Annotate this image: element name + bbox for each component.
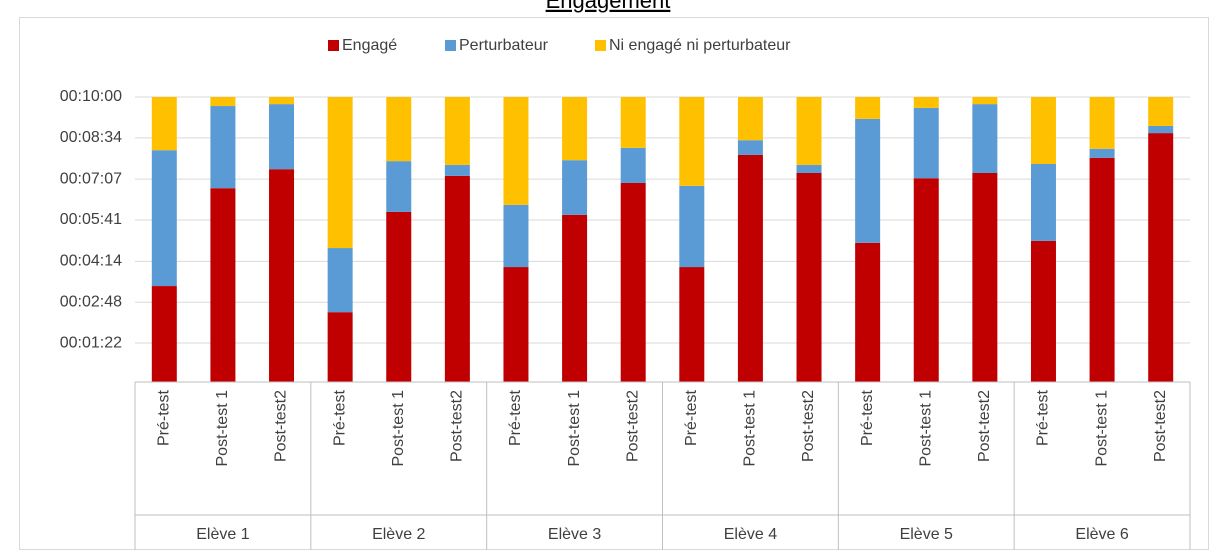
bar-segment bbox=[679, 267, 705, 382]
bar-segment bbox=[562, 214, 588, 382]
bar-segment bbox=[444, 175, 470, 382]
x-tick-label: Pré-test bbox=[683, 389, 700, 446]
bar-segment bbox=[1030, 163, 1056, 241]
bar-segment bbox=[972, 173, 998, 382]
legend-label: Ni engagé ni perturbateur bbox=[609, 37, 791, 54]
bar-segment bbox=[796, 97, 822, 165]
legend-swatch bbox=[445, 40, 456, 51]
y-tick-label: 00:04:14 bbox=[60, 253, 122, 270]
bar-segment bbox=[562, 97, 588, 161]
x-tick-label: Pré-test bbox=[331, 389, 348, 446]
y-tick-label: 00:05:41 bbox=[60, 211, 122, 228]
x-tick-label: Post-test 1 bbox=[917, 390, 934, 467]
bar-segment bbox=[620, 97, 646, 148]
x-tick-label: Pré-test bbox=[156, 389, 173, 446]
group-label: Elève 5 bbox=[900, 526, 953, 543]
bar-segment bbox=[151, 150, 177, 287]
bar-segment bbox=[151, 97, 177, 151]
group-label: Elève 4 bbox=[724, 526, 777, 543]
x-tick-label: Pré-test bbox=[507, 389, 524, 446]
bar-segment bbox=[620, 182, 646, 382]
bar-segment bbox=[503, 97, 529, 205]
bar-segment bbox=[1089, 97, 1115, 149]
x-tick-label: Post-test 1 bbox=[742, 390, 759, 467]
bar-segment bbox=[620, 147, 646, 183]
y-tick-label: 00:10:00 bbox=[60, 88, 122, 105]
bar-segment bbox=[327, 97, 353, 249]
x-tick-label: Post-test 1 bbox=[390, 390, 407, 467]
y-tick-label: 00:07:07 bbox=[60, 170, 122, 187]
bar-segment bbox=[1148, 125, 1174, 134]
bar-segment bbox=[855, 242, 881, 382]
bar-segment bbox=[1148, 97, 1174, 126]
bar-segment bbox=[855, 97, 881, 119]
x-tick-label: Post-test 1 bbox=[214, 390, 231, 467]
y-tick-label: 00:02:48 bbox=[60, 293, 122, 310]
bar-segment bbox=[855, 118, 881, 243]
bar-segment bbox=[1030, 240, 1056, 382]
legend-label: Engagé bbox=[342, 37, 397, 54]
bar-segment bbox=[503, 267, 529, 382]
bar-segment bbox=[503, 204, 529, 268]
bar-segment bbox=[737, 97, 763, 141]
x-tick-label: Pré-test bbox=[1035, 389, 1052, 446]
bar-segment bbox=[269, 104, 295, 170]
legend-swatch bbox=[328, 40, 339, 51]
chart-border bbox=[19, 17, 1209, 550]
bar-segment bbox=[210, 188, 236, 382]
bar-segment bbox=[1148, 133, 1174, 382]
bar-segment bbox=[972, 97, 998, 105]
x-tick-label: Post-test2 bbox=[273, 390, 290, 462]
bar-segment bbox=[1089, 148, 1115, 158]
x-tick-label: Pré-test bbox=[859, 389, 876, 446]
bar-segment bbox=[386, 211, 412, 382]
y-tick-label: 00:08:34 bbox=[60, 129, 122, 146]
x-tick-label: Post-test2 bbox=[1152, 390, 1169, 462]
bar-segment bbox=[386, 161, 412, 212]
chart-title: Engagement bbox=[546, 0, 671, 13]
bar-segment bbox=[1089, 157, 1115, 382]
bar-segment bbox=[151, 286, 177, 382]
group-label: Elève 3 bbox=[548, 526, 601, 543]
bar-segment bbox=[269, 97, 295, 105]
x-tick-label: Post-test 1 bbox=[1093, 390, 1110, 467]
bar-segment bbox=[269, 169, 295, 382]
group-label: Elève 2 bbox=[372, 526, 425, 543]
bar-segment bbox=[796, 164, 822, 173]
bar-segment bbox=[386, 97, 412, 162]
bar-segment bbox=[679, 97, 705, 186]
group-label: Elève 1 bbox=[196, 526, 249, 543]
bar-segment bbox=[796, 173, 822, 382]
group-label: Elève 6 bbox=[1075, 526, 1128, 543]
bar-segment bbox=[327, 248, 353, 313]
bar-segment bbox=[679, 185, 705, 268]
bar-segment bbox=[1030, 97, 1056, 164]
bar-segment bbox=[972, 104, 998, 173]
bar-segment bbox=[444, 164, 470, 176]
x-tick-label: Post-test 1 bbox=[566, 390, 583, 467]
bar-segment bbox=[327, 312, 353, 382]
title-bg bbox=[560, 0, 657, 3]
bar-segment bbox=[737, 154, 763, 382]
bar-segment bbox=[562, 160, 588, 215]
bar-segment bbox=[210, 97, 236, 107]
bar-segment bbox=[913, 178, 939, 382]
y-tick-label: 00:01:22 bbox=[60, 334, 122, 351]
x-tick-label: Post-test2 bbox=[449, 390, 466, 462]
legend-label: Perturbateur bbox=[459, 37, 549, 54]
x-tick-label: Post-test2 bbox=[624, 390, 641, 462]
bar-segment bbox=[210, 106, 236, 189]
legend-swatch bbox=[595, 40, 606, 51]
x-tick-label: Post-test2 bbox=[976, 390, 993, 462]
x-tick-label: Post-test2 bbox=[800, 390, 817, 462]
bar-segment bbox=[444, 97, 470, 165]
bar-segment bbox=[737, 140, 763, 155]
bar-segment bbox=[913, 97, 939, 108]
bar-segment bbox=[913, 107, 939, 179]
